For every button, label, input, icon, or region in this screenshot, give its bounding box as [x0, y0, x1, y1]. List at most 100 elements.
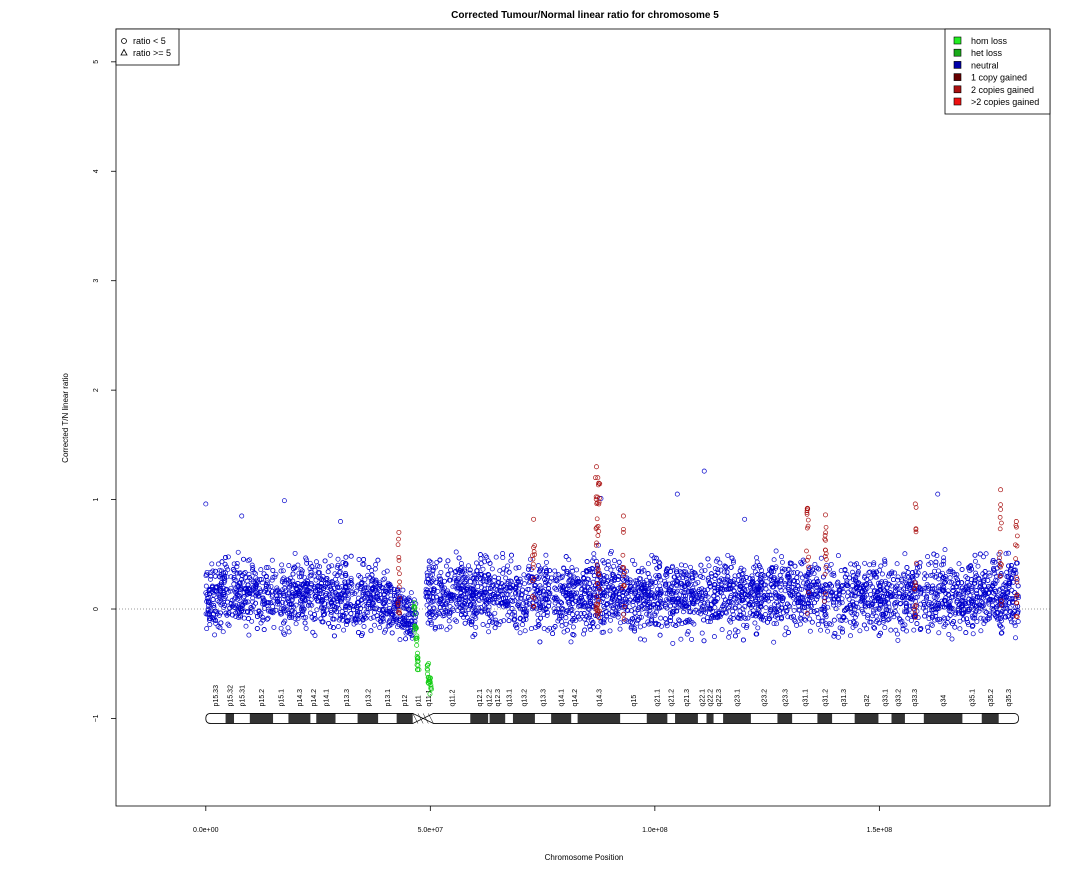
data-point-neutral [1010, 579, 1016, 585]
data-point-neutral [712, 566, 718, 571]
data-point-neutral [966, 596, 972, 602]
data-point-neutral [699, 568, 705, 574]
data-point-neutral [712, 599, 717, 605]
data-point-neutral [1003, 614, 1009, 620]
data-point-neutral [248, 605, 254, 611]
data-point-neutral [1011, 609, 1017, 614]
data-point-neutral [209, 561, 215, 567]
data-point-neutral [335, 556, 341, 562]
data-point-neutral [900, 623, 906, 629]
data-point-neutral [902, 551, 908, 557]
data-point-neutral [301, 574, 307, 580]
data-point-neutral [290, 566, 296, 572]
data-point-neutral [247, 575, 252, 581]
data-point-neutral [601, 604, 607, 609]
data-point-neutral [975, 563, 981, 569]
data-point-neutral [380, 618, 386, 624]
data-point-neutral [292, 616, 298, 621]
data-point-neutral [721, 577, 727, 583]
data-point-neutral [354, 583, 360, 589]
band-label: q13.3 [541, 689, 548, 707]
data-point-neutral [713, 558, 719, 564]
data-point-neutral [706, 563, 712, 569]
data-point-neutral [211, 611, 217, 617]
data-point-neutral [608, 617, 613, 623]
data-point-neutral [946, 605, 952, 611]
data-point-neutral [915, 570, 921, 576]
data-point-neutral [482, 589, 488, 595]
data-point-neutral [822, 589, 828, 595]
data-point-neutral [728, 579, 734, 585]
data-point-neutral [667, 618, 673, 624]
band-label: q21.3 [684, 689, 691, 707]
ideogram-band [878, 713, 892, 724]
data-point-neutral [869, 603, 874, 609]
data-point-neutral [270, 610, 276, 616]
data-point-neutral [248, 610, 254, 615]
band-label: p14.1 [323, 689, 330, 707]
data-point-neutral [331, 633, 337, 639]
data-point-neutral [342, 579, 348, 585]
data-point-neutral [897, 600, 903, 606]
data-point-neutral [552, 600, 558, 606]
ideogram-band [234, 713, 250, 724]
data-point-neutral [349, 615, 355, 621]
data-point-neutral [443, 563, 449, 569]
data-point-neutral [624, 575, 630, 581]
data-point-neutral [933, 563, 939, 569]
data-point-neutral [423, 590, 429, 596]
data-point-neutral [406, 628, 412, 634]
data-point-neutral [428, 600, 434, 606]
data-point-neutral [795, 595, 801, 601]
data-point-neutral [343, 560, 348, 566]
data-point-neutral [503, 575, 509, 581]
band-label: p12 [402, 695, 409, 707]
data-point-neutral [685, 629, 691, 635]
band-label: p15.32 [227, 685, 234, 707]
data-point-neutral [789, 584, 795, 590]
data-point-neutral [505, 592, 511, 598]
ideogram-band [750, 713, 778, 724]
data-point-neutral [587, 593, 593, 599]
data-point-neutral [940, 561, 946, 567]
data-point-neutral [641, 598, 647, 604]
data-point-neutral [299, 612, 305, 618]
data-point-neutral [926, 616, 932, 622]
data-point-neutral [707, 619, 713, 624]
data-point-neutral [913, 595, 919, 601]
data-point-neutral [553, 595, 559, 601]
data-point-neutral [706, 575, 712, 581]
data-point-neutral [885, 617, 891, 623]
data-point-neutral [698, 573, 704, 579]
data-point-neutral [972, 577, 978, 583]
data-point-neutral [725, 552, 731, 558]
data-point-neutral [645, 602, 651, 607]
data-point-neutral [360, 590, 366, 596]
data-point-neutral [454, 594, 460, 600]
data-point-neutral [852, 614, 858, 620]
data-point-neutral [299, 568, 305, 574]
data-point-neutral [590, 620, 596, 625]
data-point-neutral [218, 602, 224, 608]
data-point-neutral [891, 593, 897, 599]
data-point-neutral [761, 617, 767, 623]
data-point-neutral [316, 575, 322, 581]
data-point-neutral [928, 572, 934, 578]
data-point-neutral [730, 615, 736, 621]
data-point-neutral [563, 589, 569, 595]
data-point-neutral [795, 598, 801, 604]
data-point-neutral [718, 567, 724, 573]
data-point-neutral [345, 597, 351, 603]
data-point-neutral [305, 602, 311, 608]
data-point-neutral [438, 569, 444, 575]
data-point-neutral [524, 602, 530, 608]
data-point-neutral [788, 591, 793, 597]
data-point-neutral [719, 627, 725, 633]
data-point-neutral [219, 580, 224, 586]
data-point-neutral [908, 617, 914, 623]
data-point-neutral [345, 603, 351, 609]
data-point-neutral [470, 613, 476, 619]
data-point-neutral [705, 599, 711, 605]
data-point-neutral [281, 592, 287, 598]
data-point-neutral [901, 571, 906, 577]
